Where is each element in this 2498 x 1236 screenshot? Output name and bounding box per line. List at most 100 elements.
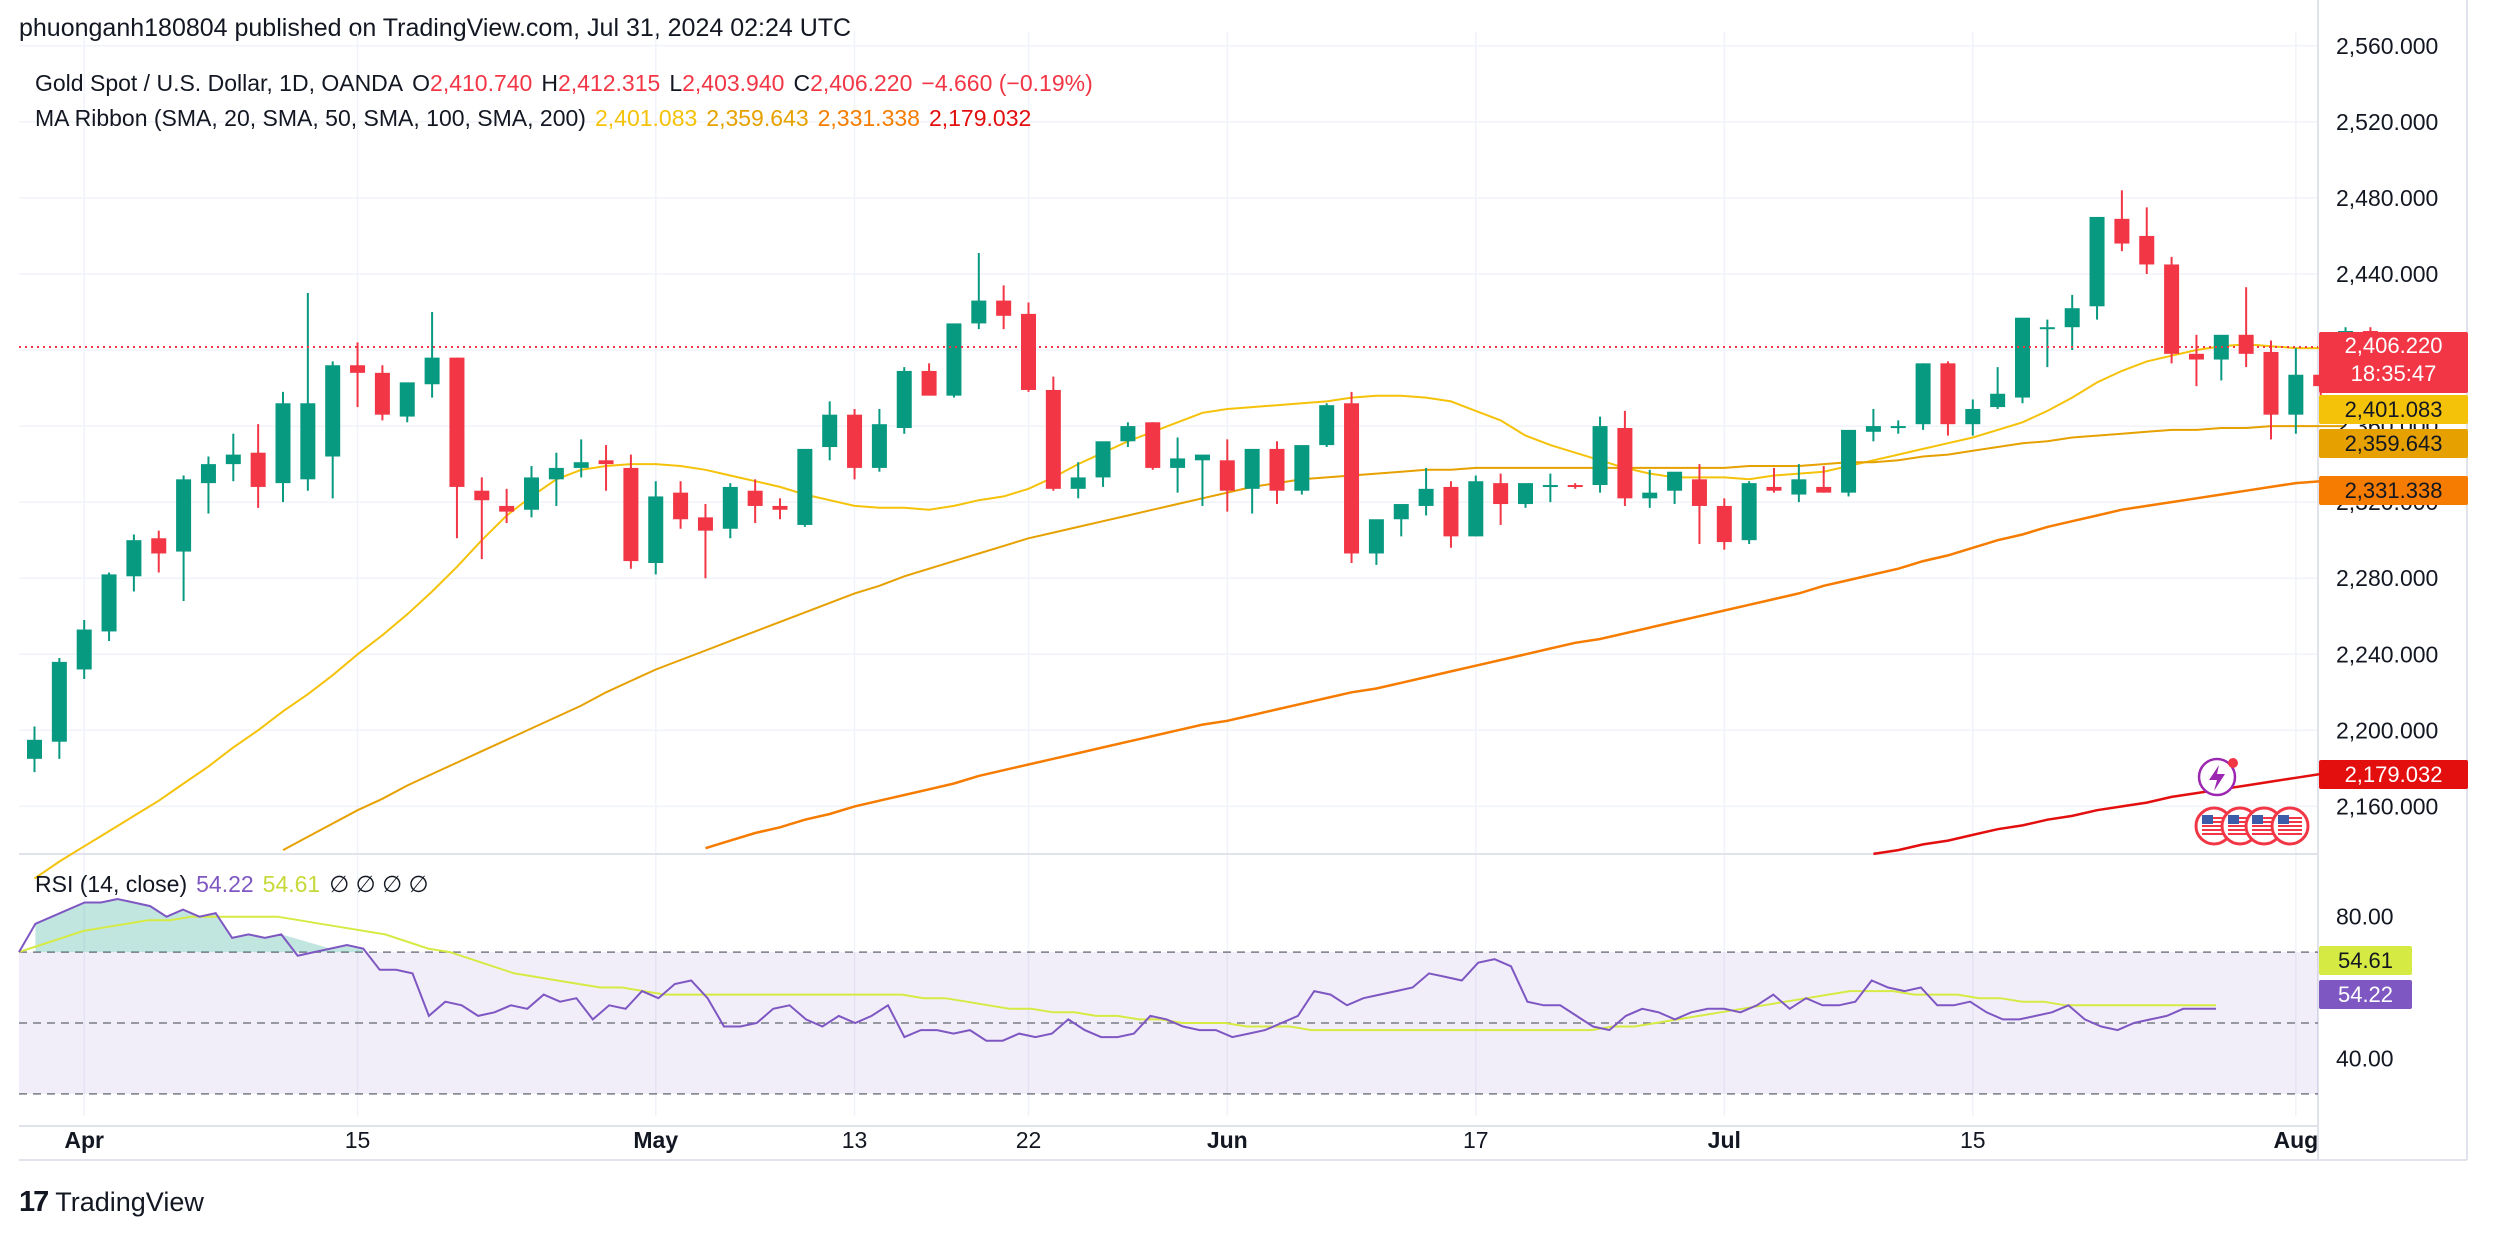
rsi-overbought-fill bbox=[35, 899, 364, 953]
candle-body bbox=[1691, 479, 1707, 506]
candle bbox=[1691, 464, 1707, 544]
candle bbox=[1592, 416, 1608, 493]
candle bbox=[2114, 190, 2130, 252]
candle bbox=[1219, 439, 1235, 512]
candle bbox=[1542, 473, 1558, 503]
flag-stripe bbox=[2278, 825, 2302, 827]
candle bbox=[847, 408, 863, 480]
candle-body bbox=[1940, 363, 1956, 425]
lightning-icon[interactable] bbox=[2197, 757, 2238, 797]
time-tick-label: Jun bbox=[1207, 1127, 1248, 1153]
price-axis: 2,160.0002,200.0002,240.0002,280.0002,32… bbox=[2336, 33, 2438, 820]
candle bbox=[2164, 256, 2180, 364]
candle-body bbox=[1070, 477, 1086, 489]
rsi-line bbox=[18, 897, 2216, 1042]
low-value: 2,403.940 bbox=[682, 70, 785, 96]
candle-body bbox=[374, 372, 390, 415]
candle-body bbox=[1443, 486, 1459, 537]
candle-body bbox=[1095, 441, 1111, 478]
candle-body bbox=[598, 460, 614, 465]
candle bbox=[1915, 363, 1931, 430]
candle bbox=[76, 620, 92, 679]
candle bbox=[374, 365, 390, 421]
tradingview-icon: 17 bbox=[19, 1186, 49, 1218]
candle bbox=[747, 479, 763, 524]
ma-line-sma20 bbox=[33, 343, 2346, 880]
candle bbox=[598, 445, 614, 491]
candle bbox=[225, 433, 241, 482]
candle bbox=[51, 658, 67, 759]
candle-body bbox=[921, 370, 937, 396]
candle-body bbox=[2015, 317, 2030, 398]
ma20-price-label: 2,401.083 bbox=[2319, 395, 2468, 424]
flag-stripe bbox=[2228, 833, 2252, 835]
tradingview-logo[interactable]: 17 TradingView bbox=[19, 1186, 204, 1219]
candle bbox=[1120, 422, 1136, 447]
candle-body bbox=[1990, 393, 2006, 408]
candle bbox=[1393, 504, 1409, 537]
candle bbox=[325, 361, 341, 499]
candle-body bbox=[524, 477, 539, 510]
candle bbox=[673, 481, 689, 529]
candle bbox=[1841, 429, 1857, 497]
candle bbox=[200, 456, 216, 514]
candle bbox=[1095, 441, 1111, 487]
candle-body bbox=[2238, 334, 2254, 354]
flag-stripe bbox=[2202, 821, 2226, 823]
candle bbox=[1642, 469, 1658, 508]
candle-body bbox=[1865, 426, 1881, 432]
ma100-value: 2,331.338 bbox=[817, 105, 920, 131]
change-value: −4.660 (−0.19%) bbox=[921, 70, 1093, 96]
candle-body bbox=[1468, 481, 1484, 537]
candle bbox=[1567, 483, 1583, 489]
candle-body bbox=[2114, 218, 2130, 244]
candle bbox=[1865, 408, 1881, 442]
candle bbox=[1493, 473, 1509, 525]
candle bbox=[424, 312, 440, 398]
candle-body bbox=[1021, 313, 1036, 390]
rsi-legend: RSI (14, close) 54.22 54.61 ∅ ∅ ∅ ∅ bbox=[35, 871, 438, 898]
price-tick-label: 2,520.000 bbox=[2336, 109, 2438, 135]
candle bbox=[474, 477, 490, 560]
candle-body bbox=[946, 323, 962, 396]
candle-body bbox=[2039, 327, 2055, 330]
time-tick-label: Jul bbox=[1708, 1127, 1741, 1153]
candle bbox=[996, 285, 1012, 330]
ma100-price-label: 2,331.338 bbox=[2319, 476, 2468, 505]
candle bbox=[1990, 367, 2006, 409]
candle bbox=[300, 292, 316, 491]
candle bbox=[896, 367, 912, 434]
candle bbox=[797, 448, 813, 527]
candle-body bbox=[1741, 483, 1757, 541]
candle-body bbox=[1816, 486, 1832, 493]
candle bbox=[1791, 464, 1807, 503]
flag-canton bbox=[2252, 815, 2263, 824]
ma-line-sma200 bbox=[1873, 768, 2346, 856]
time-tick-label: 15 bbox=[1960, 1127, 1986, 1153]
ma-line-sma100 bbox=[705, 479, 2346, 850]
candle-body bbox=[51, 661, 67, 742]
candle-body bbox=[27, 739, 42, 759]
time-tick-label: Apr bbox=[64, 1127, 104, 1153]
candle-body bbox=[797, 448, 813, 525]
candle bbox=[2188, 334, 2204, 387]
candle bbox=[1468, 475, 1484, 537]
candle-body bbox=[1791, 479, 1807, 495]
candle-body bbox=[151, 538, 167, 554]
us-flag-icon[interactable] bbox=[2194, 806, 2310, 846]
candle-body bbox=[474, 490, 490, 501]
price-tick-label: 2,160.000 bbox=[2336, 793, 2438, 819]
candle-body bbox=[722, 486, 738, 529]
candle bbox=[1170, 437, 1186, 493]
candle bbox=[2139, 207, 2155, 274]
symbol-legend: Gold Spot / U.S. Dollar, 1D, OANDA O2,410… bbox=[35, 70, 1093, 96]
candle-body bbox=[548, 467, 564, 480]
candle-body bbox=[1567, 485, 1583, 488]
candle-body bbox=[1145, 422, 1161, 468]
ma50-value: 2,359.643 bbox=[706, 105, 809, 131]
candle bbox=[1368, 519, 1384, 565]
candle-body bbox=[1319, 405, 1335, 446]
candle bbox=[1344, 391, 1360, 563]
candle-body bbox=[1518, 483, 1533, 505]
